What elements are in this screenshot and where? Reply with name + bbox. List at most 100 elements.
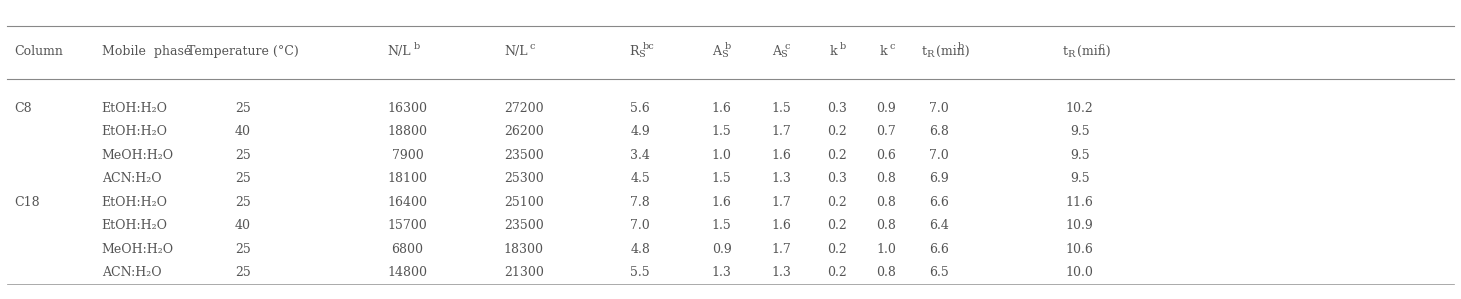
Text: 0.8: 0.8 bbox=[877, 219, 896, 232]
Text: 0.2: 0.2 bbox=[827, 125, 846, 138]
Text: 1.5: 1.5 bbox=[712, 125, 732, 138]
Text: 0.7: 0.7 bbox=[877, 125, 896, 138]
Text: EtOH:H₂O: EtOH:H₂O bbox=[102, 219, 168, 232]
Text: 0.2: 0.2 bbox=[827, 219, 846, 232]
Text: 25: 25 bbox=[235, 266, 251, 279]
Text: 23500: 23500 bbox=[504, 219, 543, 232]
Text: 6800: 6800 bbox=[392, 243, 424, 256]
Text: (min): (min) bbox=[1072, 45, 1110, 58]
Text: 16400: 16400 bbox=[387, 196, 428, 209]
Text: A: A bbox=[771, 45, 782, 58]
Text: 18100: 18100 bbox=[387, 172, 428, 185]
Text: 16300: 16300 bbox=[387, 102, 428, 115]
Text: 25: 25 bbox=[235, 172, 251, 185]
Text: 6.6: 6.6 bbox=[929, 243, 948, 256]
Text: 1.3: 1.3 bbox=[771, 266, 792, 279]
Text: 1.7: 1.7 bbox=[771, 243, 792, 256]
Text: (min): (min) bbox=[932, 45, 969, 58]
Text: 40: 40 bbox=[235, 125, 251, 138]
Text: bc: bc bbox=[643, 42, 655, 51]
Text: ACN:H₂O: ACN:H₂O bbox=[102, 172, 161, 185]
Text: 18300: 18300 bbox=[504, 243, 543, 256]
Text: 26200: 26200 bbox=[504, 125, 543, 138]
Text: Mobile  phase: Mobile phase bbox=[102, 45, 191, 58]
Text: 14800: 14800 bbox=[387, 266, 428, 279]
Text: 5.5: 5.5 bbox=[631, 266, 650, 279]
Text: 1.7: 1.7 bbox=[771, 196, 792, 209]
Text: 0.9: 0.9 bbox=[712, 243, 732, 256]
Text: b: b bbox=[957, 42, 964, 51]
Text: 4.9: 4.9 bbox=[630, 125, 650, 138]
Text: 7.8: 7.8 bbox=[630, 196, 650, 209]
Text: 1.5: 1.5 bbox=[712, 219, 732, 232]
Text: 0.2: 0.2 bbox=[827, 149, 846, 162]
Text: 1.5: 1.5 bbox=[771, 102, 792, 115]
Text: 6.4: 6.4 bbox=[929, 219, 948, 232]
Text: Temperature (°C): Temperature (°C) bbox=[187, 45, 300, 58]
Text: 0.9: 0.9 bbox=[877, 102, 896, 115]
Text: 1.6: 1.6 bbox=[712, 196, 732, 209]
Text: t: t bbox=[922, 45, 926, 58]
Text: 0.8: 0.8 bbox=[877, 266, 896, 279]
Text: 7.0: 7.0 bbox=[630, 219, 650, 232]
Text: EtOH:H₂O: EtOH:H₂O bbox=[102, 102, 168, 115]
Text: 5.6: 5.6 bbox=[630, 102, 650, 115]
Text: 0.2: 0.2 bbox=[827, 243, 846, 256]
Text: ACN:H₂O: ACN:H₂O bbox=[102, 266, 161, 279]
Text: 10.0: 10.0 bbox=[1067, 266, 1094, 279]
Text: Column: Column bbox=[15, 45, 63, 58]
Text: 4.8: 4.8 bbox=[630, 243, 650, 256]
Text: A: A bbox=[713, 45, 722, 58]
Text: 0.6: 0.6 bbox=[877, 149, 896, 162]
Text: 25300: 25300 bbox=[504, 172, 543, 185]
Text: S: S bbox=[720, 50, 728, 59]
Text: b: b bbox=[725, 42, 730, 51]
Text: 25: 25 bbox=[235, 149, 251, 162]
Text: MeOH:H₂O: MeOH:H₂O bbox=[102, 149, 174, 162]
Text: 9.5: 9.5 bbox=[1069, 172, 1090, 185]
Text: 7.0: 7.0 bbox=[929, 102, 948, 115]
Text: 1.5: 1.5 bbox=[712, 172, 732, 185]
Text: 15700: 15700 bbox=[387, 219, 427, 232]
Text: 1.6: 1.6 bbox=[712, 102, 732, 115]
Text: C8: C8 bbox=[15, 102, 32, 115]
Text: 9.5: 9.5 bbox=[1069, 125, 1090, 138]
Text: b: b bbox=[413, 42, 419, 51]
Text: c: c bbox=[785, 42, 790, 51]
Text: 0.8: 0.8 bbox=[877, 196, 896, 209]
Text: 6.6: 6.6 bbox=[929, 196, 948, 209]
Text: S: S bbox=[780, 50, 787, 59]
Text: 1.0: 1.0 bbox=[712, 149, 732, 162]
Text: 6.5: 6.5 bbox=[929, 266, 948, 279]
Text: 9.5: 9.5 bbox=[1069, 149, 1090, 162]
Text: EtOH:H₂O: EtOH:H₂O bbox=[102, 125, 168, 138]
Text: R: R bbox=[926, 50, 934, 59]
Text: 6.9: 6.9 bbox=[929, 172, 948, 185]
Text: c: c bbox=[890, 42, 894, 51]
Text: 4.5: 4.5 bbox=[630, 172, 650, 185]
Text: k: k bbox=[880, 45, 887, 58]
Text: b: b bbox=[840, 42, 846, 51]
Text: 1.7: 1.7 bbox=[771, 125, 792, 138]
Text: 40: 40 bbox=[235, 219, 251, 232]
Text: 23500: 23500 bbox=[504, 149, 543, 162]
Text: c: c bbox=[530, 42, 535, 51]
Text: R: R bbox=[630, 45, 638, 58]
Text: 1.3: 1.3 bbox=[771, 172, 792, 185]
Text: 1.6: 1.6 bbox=[771, 149, 792, 162]
Text: N/L: N/L bbox=[387, 45, 411, 58]
Text: R: R bbox=[1068, 50, 1075, 59]
Text: EtOH:H₂O: EtOH:H₂O bbox=[102, 196, 168, 209]
Text: 0.2: 0.2 bbox=[827, 196, 846, 209]
Text: 7900: 7900 bbox=[392, 149, 424, 162]
Text: S: S bbox=[638, 50, 644, 59]
Text: 18800: 18800 bbox=[387, 125, 428, 138]
Text: N/L: N/L bbox=[504, 45, 527, 58]
Text: 10.6: 10.6 bbox=[1067, 243, 1094, 256]
Text: t: t bbox=[1062, 45, 1068, 58]
Text: 0.3: 0.3 bbox=[827, 102, 847, 115]
Text: 27200: 27200 bbox=[504, 102, 543, 115]
Text: 25: 25 bbox=[235, 196, 251, 209]
Text: 3.4: 3.4 bbox=[630, 149, 650, 162]
Text: 1.6: 1.6 bbox=[771, 219, 792, 232]
